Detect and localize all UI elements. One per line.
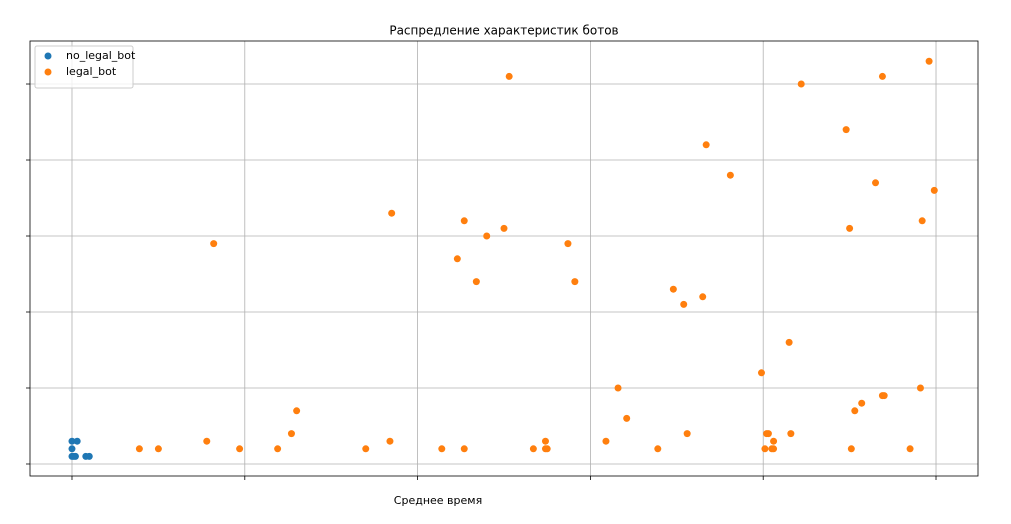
point [210, 240, 218, 248]
point [918, 217, 926, 225]
point [680, 300, 688, 308]
point [761, 445, 769, 453]
point [787, 430, 795, 438]
point [699, 293, 707, 301]
point [916, 384, 924, 392]
point [541, 437, 549, 445]
point [614, 384, 622, 392]
point [362, 445, 370, 453]
point [68, 445, 76, 453]
point [925, 57, 933, 65]
point [847, 445, 855, 453]
point [460, 217, 468, 225]
point [529, 445, 537, 453]
point [851, 407, 859, 415]
point [386, 437, 394, 445]
point [287, 430, 295, 438]
point [73, 437, 81, 445]
point [293, 407, 301, 415]
legend-label: no_legal_bot [66, 49, 136, 62]
point [438, 445, 446, 453]
point [654, 445, 662, 453]
point [70, 452, 78, 460]
legend-marker [44, 52, 52, 60]
point [797, 80, 805, 88]
x-axis-label: Среднее время [394, 494, 482, 507]
point [203, 437, 211, 445]
point [453, 255, 461, 263]
point [564, 240, 572, 248]
point [880, 392, 888, 400]
point [906, 445, 914, 453]
point [858, 399, 866, 407]
point [68, 437, 76, 445]
point [757, 369, 765, 377]
legend-box [34, 45, 134, 89]
point [770, 445, 778, 453]
legend-label: legal_bot [66, 65, 117, 78]
point [571, 278, 579, 286]
point [726, 171, 734, 179]
point [602, 437, 610, 445]
point [842, 126, 850, 134]
point [878, 72, 886, 80]
point [154, 445, 162, 453]
point [472, 278, 480, 286]
plot-frame [29, 40, 979, 477]
point [683, 430, 691, 438]
point [135, 445, 143, 453]
point [846, 224, 854, 232]
chart-title: Распредление характеристик ботов [389, 24, 618, 38]
point [785, 338, 793, 346]
point [500, 224, 508, 232]
legend-marker [44, 68, 52, 76]
point [872, 179, 880, 187]
point [483, 232, 491, 240]
point [236, 445, 244, 453]
point [543, 445, 551, 453]
point [623, 414, 631, 422]
point [764, 430, 772, 438]
point [702, 141, 710, 149]
point [505, 72, 513, 80]
point [669, 285, 677, 293]
point [85, 452, 93, 460]
point [388, 209, 396, 217]
point [460, 445, 468, 453]
point [930, 186, 938, 194]
point [274, 445, 282, 453]
point [770, 437, 778, 445]
legend: no_legal_bot legal_bot [34, 45, 136, 89]
